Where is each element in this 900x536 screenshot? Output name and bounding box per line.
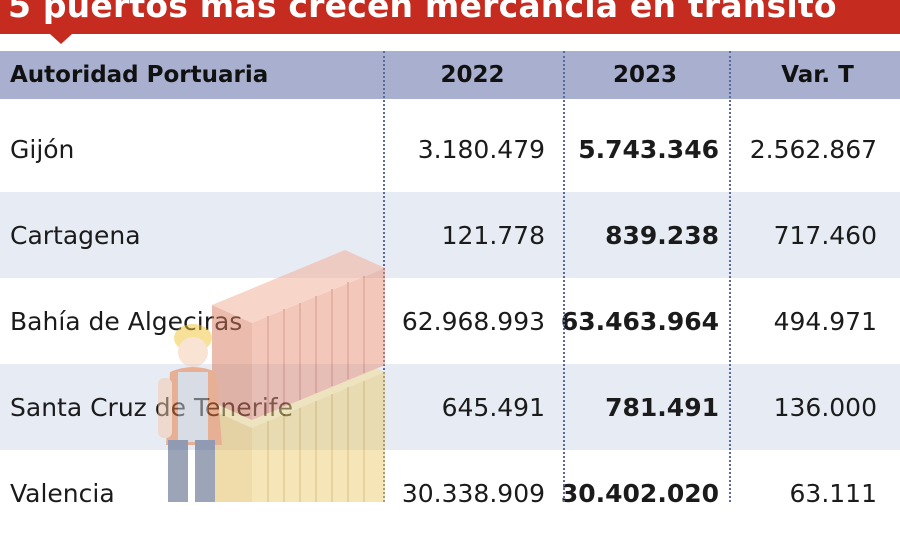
table-row: Santa Cruz de Tenerife 645.491 781.491 1…: [0, 364, 900, 450]
value-2023: 5.743.346: [578, 134, 719, 164]
port-name: Valencia: [10, 478, 115, 508]
table-row: Bahía de Algeciras 62.968.993 63.463.964…: [0, 278, 900, 364]
port-name: Santa Cruz de Tenerife: [10, 392, 293, 422]
header-port-authority: Autoridad Portuaria: [10, 62, 269, 88]
table-row: Valencia 30.338.909 30.402.020 63.111: [0, 450, 900, 536]
column-divider: [563, 51, 565, 502]
value-2023: 781.491: [605, 392, 719, 422]
value-2022: 30.338.909: [401, 478, 545, 508]
page-title: 5 puertos más crecen mercancía en tránsi…: [8, 0, 837, 25]
column-divider: [383, 51, 385, 502]
header-2023: 2023: [612, 62, 677, 88]
value-2022: 645.491: [441, 392, 545, 422]
table-header: Autoridad Portuaria 2022 2023 Var. T: [0, 51, 900, 99]
title-notch: [50, 34, 72, 44]
table-row: Gijón 3.180.479 5.743.346 2.562.867: [0, 106, 900, 192]
value-2022: 3.180.479: [417, 134, 545, 164]
column-divider: [729, 51, 731, 502]
port-name: Bahía de Algeciras: [10, 306, 243, 336]
value-2022: 62.968.993: [401, 306, 545, 336]
header-variation: Var. T: [781, 62, 854, 88]
value-variation: 63.111: [789, 478, 877, 508]
value-2022: 121.778: [441, 220, 545, 250]
title-banner: 5 puertos más crecen mercancía en tránsi…: [0, 0, 900, 34]
value-2023: 30.402.020: [560, 478, 719, 508]
value-variation: 136.000: [773, 392, 877, 422]
value-variation: 494.971: [773, 306, 877, 336]
value-variation: 2.562.867: [749, 134, 877, 164]
header-2022: 2022: [440, 62, 505, 88]
value-variation: 717.460: [773, 220, 877, 250]
port-name: Gijón: [10, 134, 75, 164]
value-2023: 63.463.964: [560, 306, 719, 336]
value-2023: 839.238: [605, 220, 719, 250]
port-name: Cartagena: [10, 220, 141, 250]
table-row: Cartagena 121.778 839.238 717.460: [0, 192, 900, 278]
